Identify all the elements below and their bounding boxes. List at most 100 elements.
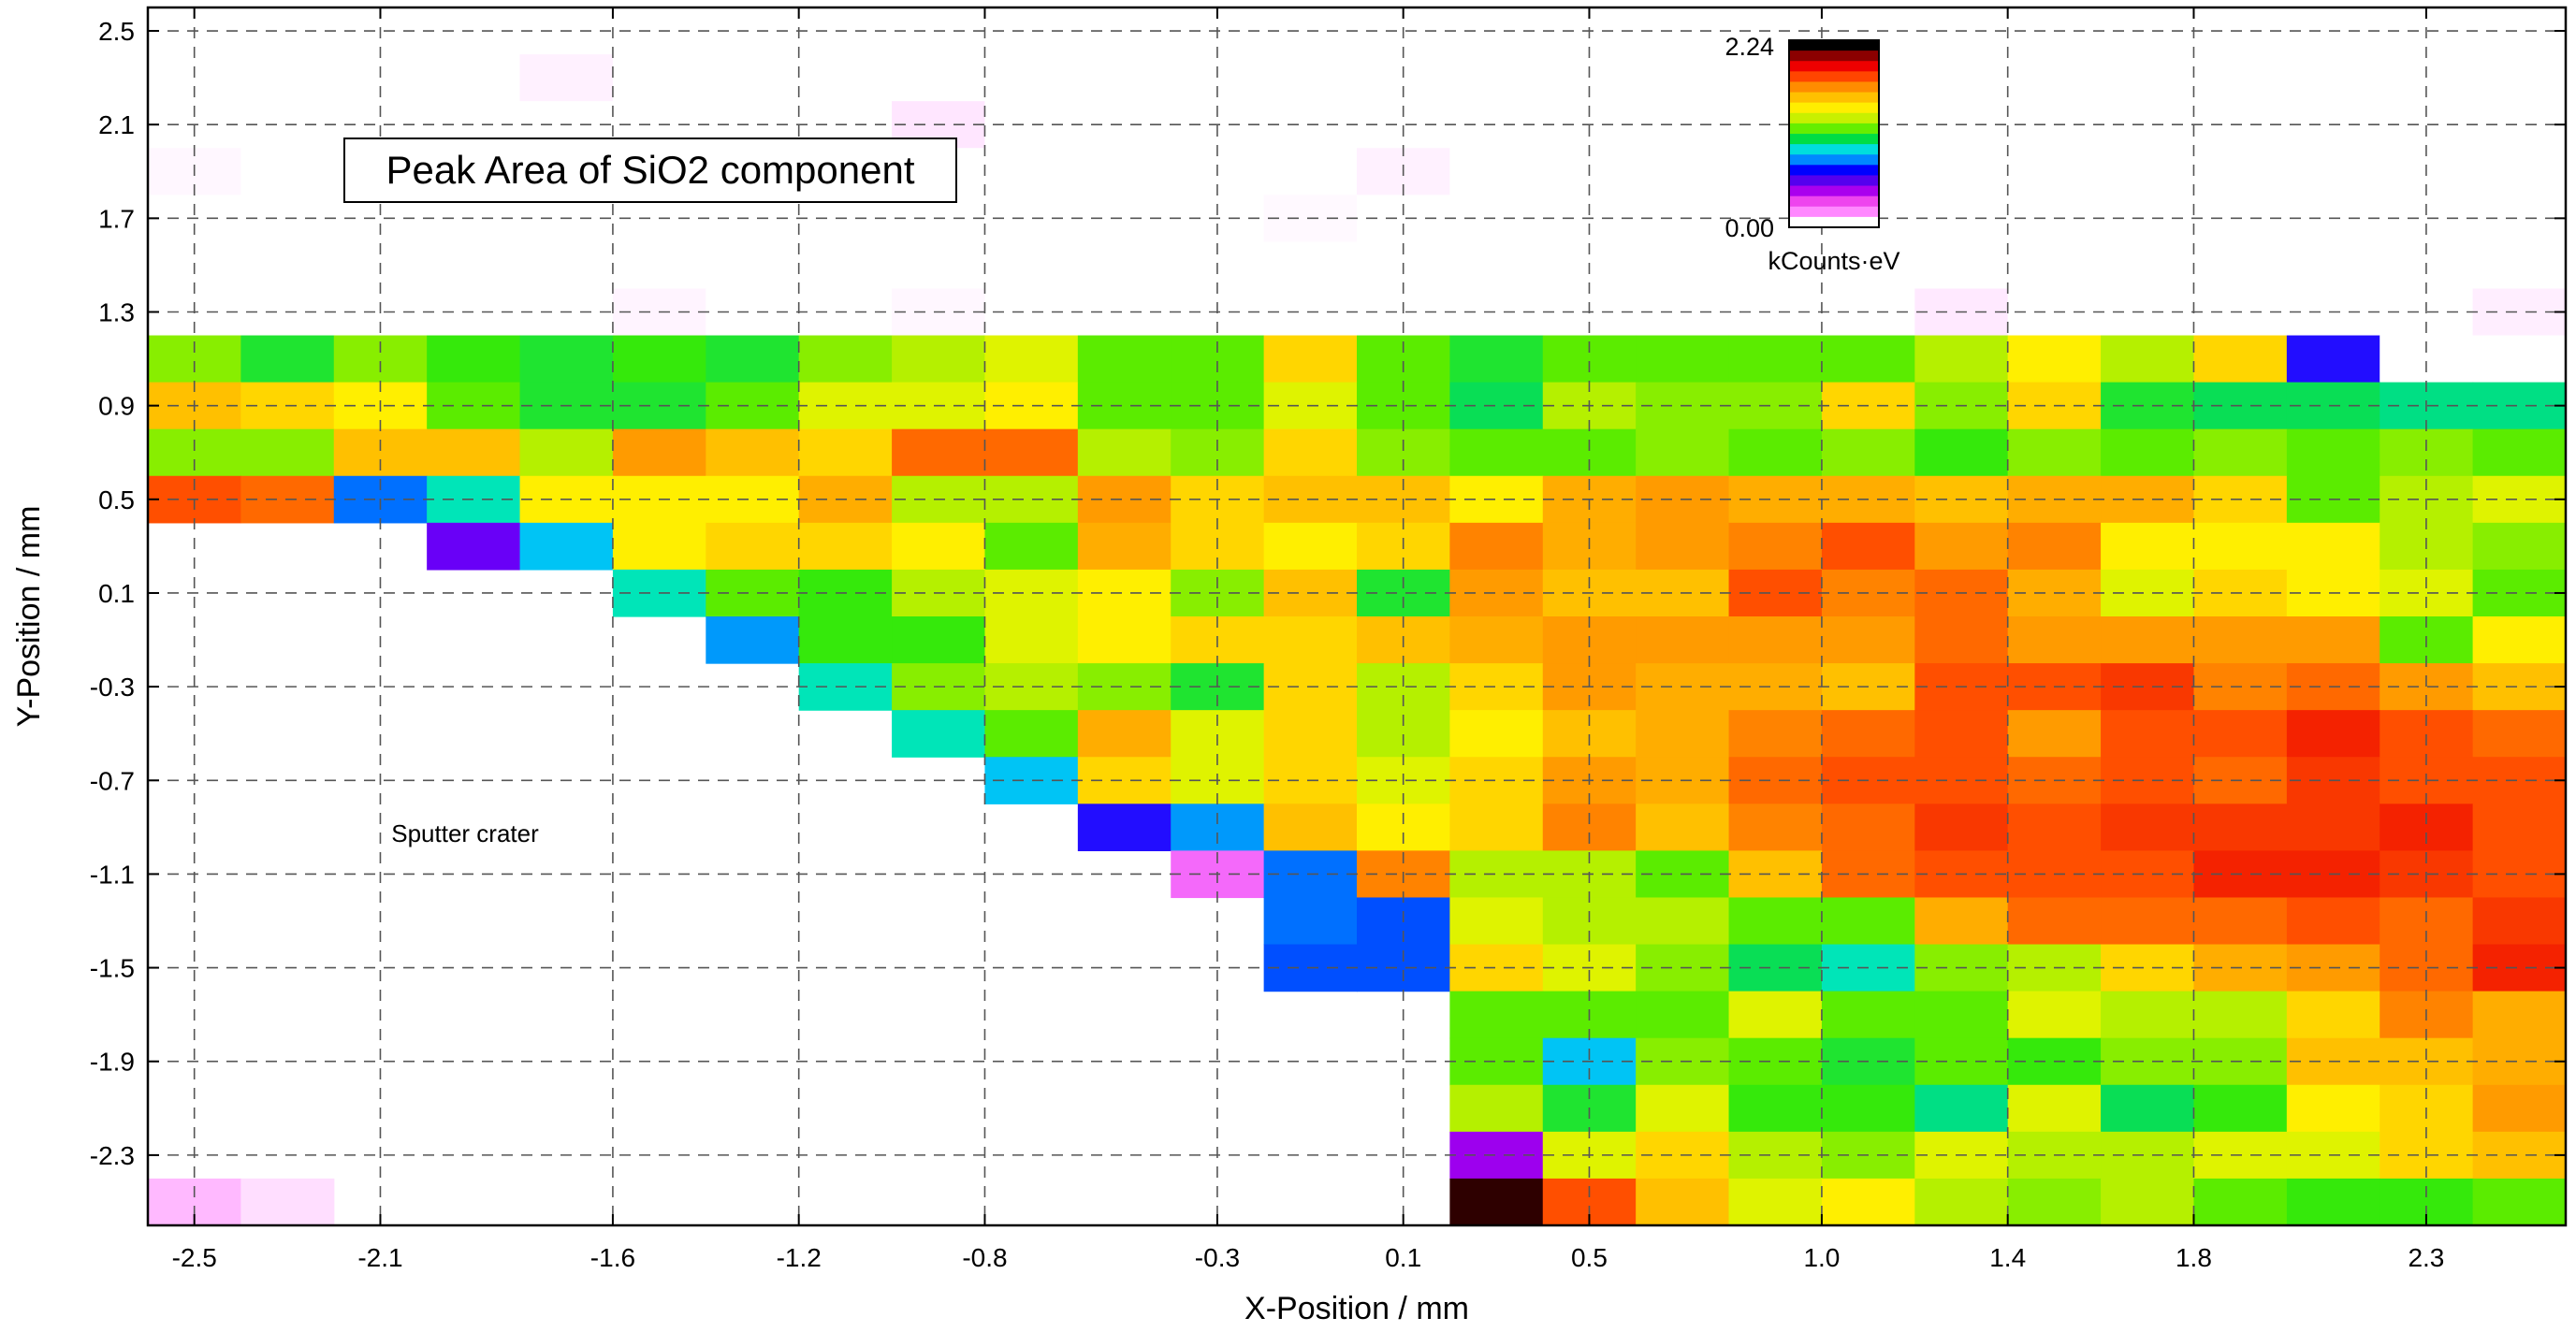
heatmap-cell (2193, 335, 2288, 384)
heatmap-cell (798, 428, 893, 477)
y-tick-label: -0.7 (90, 766, 135, 795)
heatmap-cell (2193, 804, 2288, 851)
axis-ticks (148, 7, 2566, 1225)
heatmap-cell (2101, 241, 2195, 290)
colorbar-swatch (1789, 61, 1879, 72)
plot-frame (146, 6, 2568, 1227)
heatmap-cell (1636, 335, 1730, 384)
heatmap-cell (2101, 1178, 2195, 1226)
heatmap-cell (2101, 335, 2195, 384)
heatmap-cell (2193, 1178, 2288, 1226)
heatmap-cell (798, 335, 893, 384)
heatmap-cell (1728, 804, 1823, 851)
heatmap-cell (1821, 710, 1915, 758)
colorbar-swatch (1789, 51, 1879, 62)
heatmap-cell (1821, 522, 1915, 571)
heatmap-cell (2286, 428, 2380, 477)
colorbar-swatch (1789, 154, 1879, 166)
x-axis-label: X-Position / mm (1244, 1291, 1469, 1326)
heatmap-cell (2286, 148, 2380, 195)
heatmap-cell (984, 428, 1079, 477)
heatmap-cell (1449, 1084, 1544, 1133)
colorbar-swatch (1789, 92, 1879, 104)
heatmap-cell (984, 54, 1079, 102)
heatmap-cell (2193, 616, 2288, 664)
heatmap-cell (2101, 710, 2195, 758)
heatmap-cell (1914, 1084, 2009, 1133)
heatmap-cell (2472, 148, 2567, 195)
heatmap-cell (706, 522, 800, 571)
heatmap-cell (1357, 804, 1450, 851)
heatmap-cell (2007, 428, 2102, 477)
heatmap-cell (2472, 897, 2567, 946)
heatmap-cell (1821, 1178, 1915, 1226)
heatmap-cell (1449, 991, 1544, 1039)
heatmap-cell (519, 428, 614, 477)
heatmap-cell (2101, 804, 2195, 851)
heatmap-cell (798, 54, 893, 102)
colorbar-swatch (1789, 71, 1879, 82)
heatmap-cell (892, 522, 986, 571)
heatmap-cell (1821, 241, 1915, 290)
chart-title-frame (343, 138, 957, 203)
heatmap-cell (612, 522, 706, 571)
colorbar-swatch (1789, 175, 1879, 187)
heatmap-cell (1449, 335, 1544, 384)
heatmap-cell (240, 1178, 335, 1226)
colorbar-swatches (1789, 40, 1879, 228)
heatmap-cell (1077, 54, 1172, 102)
heatmap-cell (1263, 335, 1358, 384)
x-tick-label: 0.1 (1385, 1243, 1421, 1272)
colorbar-swatch (1789, 144, 1879, 155)
heatmap-cell (1728, 897, 1823, 946)
heatmap-cell (1263, 522, 1358, 571)
colorbar-swatch (1789, 40, 1879, 51)
heatmap-cell (427, 522, 521, 571)
y-tick-label: 0.1 (98, 579, 135, 608)
colorbar-swatch (1789, 102, 1879, 114)
heatmap-cell (706, 54, 800, 102)
heatmap-cell (1263, 616, 1358, 664)
colorbar-swatch (1789, 165, 1879, 176)
heatmap-cell (1171, 804, 1265, 851)
heatmap-cell (1542, 804, 1637, 851)
heatmap-cell (2007, 804, 2102, 851)
heatmap-cell (2007, 710, 2102, 758)
heatmap-cell (1728, 1178, 1823, 1226)
heatmap-cell (519, 241, 614, 290)
heatmap-cell (612, 428, 706, 477)
heatmap-cell (1636, 428, 1730, 477)
heatmap-cell (1914, 241, 2009, 290)
x-tick-label: 1.4 (1989, 1243, 2026, 1272)
heatmap-cell (2472, 428, 2567, 477)
heatmap-cell (2007, 335, 2102, 384)
x-tick-label: 0.5 (1571, 1243, 1608, 1272)
heatmap-cell (798, 241, 893, 290)
heatmap-cell (2193, 241, 2288, 290)
heatmap-cell (2472, 1084, 2567, 1133)
y-tick-label: -1.1 (90, 860, 135, 889)
heatmap-cell (2193, 1084, 2288, 1133)
heatmap-cell (2101, 897, 2195, 946)
heatmap-cell (427, 241, 521, 290)
heatmap-cell (1914, 335, 2009, 384)
colorbar-swatch (1789, 134, 1879, 145)
x-tick-label: 2.3 (2408, 1243, 2444, 1272)
heatmap-cell (2472, 54, 2567, 102)
heatmap-cell (1728, 710, 1823, 758)
y-tick-label: 2.5 (98, 17, 135, 46)
heatmap-cell (1914, 710, 2009, 758)
heatmap-cell (1821, 335, 1915, 384)
colorbar-swatch (1789, 206, 1879, 218)
chart-title-box: Peak Area of SiO2 component (343, 138, 957, 203)
heatmap-cell (2286, 54, 2380, 102)
heatmap-cell (612, 335, 706, 384)
heatmap-cell (706, 241, 800, 290)
heatmap-cell (1728, 1084, 1823, 1133)
x-tick-label: 1.8 (2176, 1243, 2212, 1272)
heatmap-cell (1821, 1084, 1915, 1133)
heatmap-cell (2007, 1084, 2102, 1133)
colorbar-unit-label: kCounts·eV (1768, 247, 1899, 275)
heatmap-cell (1728, 335, 1823, 384)
heatmap-cell (1821, 428, 1915, 477)
